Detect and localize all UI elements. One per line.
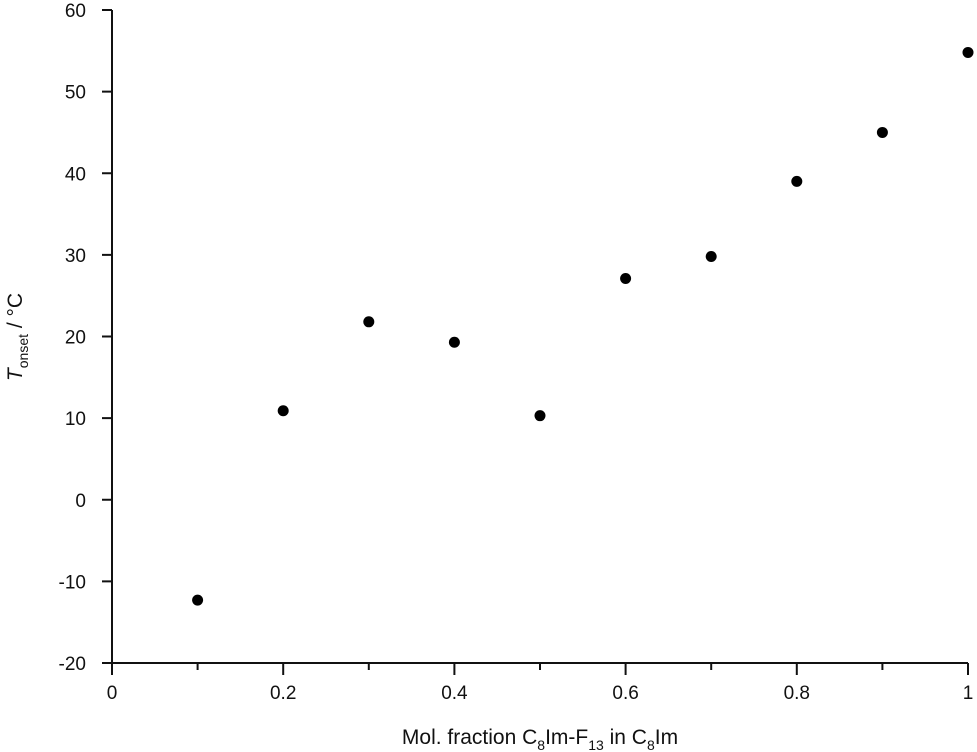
y-tick-label: 0	[75, 491, 86, 512]
x-tick-label: 0.2	[270, 683, 296, 704]
y-axis-title: Tonset / °C	[4, 293, 31, 381]
data-point	[277, 405, 289, 417]
x-axis-title-prefix: Mol. fraction C	[402, 726, 537, 749]
data-point	[962, 46, 974, 58]
data-point	[192, 594, 204, 606]
x-tick-label: 0.8	[784, 683, 810, 704]
y-axis-title-suffix: / °C	[4, 293, 27, 334]
y-tick-label: 50	[65, 83, 86, 104]
data-point	[705, 251, 717, 263]
x-axis-title-mid: Im-F	[545, 726, 588, 749]
axes: -20 -10 0 10 20 30 40 50 60 0 0.2 0.4 0.6 0.8 1	[59, 1, 974, 704]
data-point	[876, 126, 888, 138]
data-point	[363, 316, 375, 328]
y-tick-label: 40	[65, 164, 86, 185]
x-axis-title-sub1: 8	[537, 737, 545, 752]
x-tick-label: 0.4	[441, 683, 468, 704]
x-axis-title: Mol. fraction C8Im-F13 in C8Im	[402, 726, 678, 752]
x-axis-title-sub3: 8	[647, 737, 655, 752]
x-axis-title-mid2: in C	[604, 726, 647, 749]
x-axis-title-sub2: 13	[588, 737, 604, 752]
x-tick-label: 1	[963, 683, 974, 704]
y-axis-title-main: T	[4, 366, 27, 381]
data-point	[620, 273, 632, 285]
data-point	[791, 175, 803, 187]
data-point	[534, 410, 546, 422]
y-axis-title-sub: onset	[15, 334, 31, 368]
data-point	[448, 336, 460, 348]
y-tick-label: 60	[65, 1, 86, 22]
data-points	[192, 46, 974, 606]
y-tick-label: 10	[65, 409, 86, 430]
y-tick-label: -20	[59, 654, 86, 675]
y-tick-label: 30	[65, 246, 86, 267]
y-tick-label: -10	[59, 572, 86, 593]
x-axis-title-suffix: Im	[655, 726, 678, 749]
y-tick-label: 20	[65, 328, 86, 349]
x-tick-label: 0	[107, 683, 118, 704]
x-tick-label: 0.6	[612, 683, 638, 704]
